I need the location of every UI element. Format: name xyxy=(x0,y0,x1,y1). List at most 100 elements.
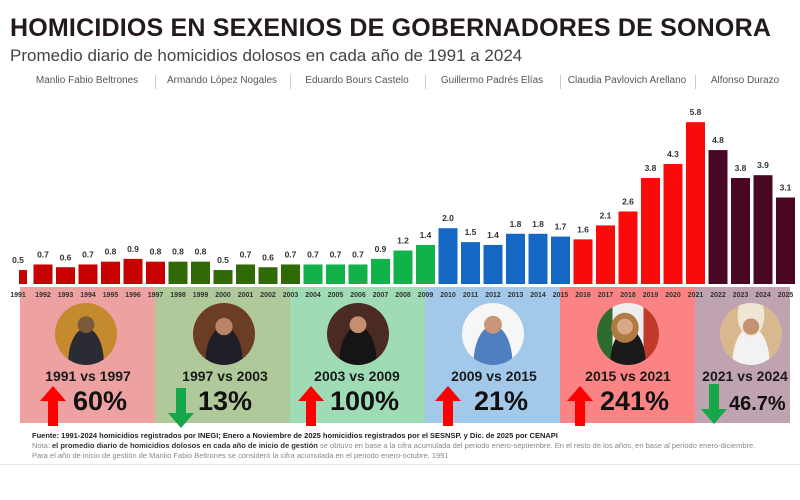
x-tick-label: 2009 xyxy=(418,292,434,299)
x-tick-label: 2025 xyxy=(778,292,794,299)
divider xyxy=(0,464,800,465)
bar-2001 xyxy=(236,264,255,284)
bar-2017 xyxy=(596,225,615,284)
comparison-label: 1997 vs 2003 xyxy=(182,368,268,384)
data-label: 2.1 xyxy=(600,210,612,220)
x-tick-label: 1993 xyxy=(58,292,74,299)
x-tick-label: 1996 xyxy=(125,292,141,299)
x-tick-label: 2000 xyxy=(215,292,231,299)
divider xyxy=(290,75,291,89)
footer-notes: Fuente: 1991-2024 homicidios registrados… xyxy=(32,431,792,461)
bar-2015 xyxy=(551,236,570,284)
governor-photo xyxy=(597,303,659,365)
arrow-up-icon xyxy=(435,386,461,426)
data-label: 0.8 xyxy=(150,247,162,257)
x-tick-label: 1998 xyxy=(170,292,186,299)
data-label: 2.6 xyxy=(622,196,634,206)
data-label: 0.9 xyxy=(375,244,387,254)
data-label: 0.7 xyxy=(240,249,252,259)
bar-chart: 0.5 1991 0.7 1992 0.6 1993 0.7 1994 0.8 1995 0.9 19… xyxy=(10,107,795,299)
arrow-up-icon xyxy=(567,386,593,426)
data-label: 0.6 xyxy=(262,252,274,262)
bar-2009 xyxy=(416,244,435,284)
data-label: 0.5 xyxy=(217,255,229,265)
divider xyxy=(560,75,561,89)
data-label: 4.3 xyxy=(667,149,679,159)
data-label: 1.5 xyxy=(465,227,477,237)
x-tick-label: 2010 xyxy=(440,292,456,299)
data-label: 2.0 xyxy=(442,213,454,223)
data-label: 1.7 xyxy=(555,222,567,232)
arrow-down-icon xyxy=(701,384,727,424)
arrow-up-icon xyxy=(40,386,66,426)
bar-2016 xyxy=(573,239,593,284)
governor-photo xyxy=(193,303,255,365)
note-rest: se obtuvo en base a la cifra acumulada d… xyxy=(317,441,756,450)
governor-name: Alfonso Durazo xyxy=(710,75,780,86)
governor-names-row: Manlio Fabio Beltrones Armando López Nog… xyxy=(0,75,800,91)
governor-name: Claudia Pavlovich Arellano xyxy=(567,75,687,86)
bar-2010 xyxy=(438,228,458,284)
divider xyxy=(155,75,156,89)
bar-2020 xyxy=(663,164,683,284)
data-label: 1.8 xyxy=(532,219,544,229)
arrow-down-icon xyxy=(168,388,194,428)
x-tick-label: 2002 xyxy=(260,292,276,299)
bar-2004 xyxy=(303,264,323,284)
data-label: 3.8 xyxy=(645,163,657,173)
bar-2008 xyxy=(393,250,413,284)
data-label: 0.7 xyxy=(330,249,342,259)
percent-change: 241% xyxy=(600,386,670,416)
chart-subtitle: Promedio diario de homicidios dolosos en… xyxy=(10,46,523,65)
x-tick-label: 2003 xyxy=(283,292,299,299)
x-tick-label: 2013 xyxy=(508,292,524,299)
x-tick-label: 2014 xyxy=(530,292,546,299)
bar-2000 xyxy=(213,270,233,284)
x-tick-label: 2016 xyxy=(575,292,591,299)
x-tick-label: 2004 xyxy=(305,292,321,299)
data-label: 3.9 xyxy=(757,160,769,170)
data-label: 0.7 xyxy=(37,249,49,259)
bar-1991 xyxy=(19,270,27,284)
governor-photo xyxy=(55,303,117,365)
x-tick-label: 2015 xyxy=(553,292,569,299)
governor-photo xyxy=(720,303,782,365)
data-label: 0.5 xyxy=(12,255,24,265)
note-bold: el promedio diario de homicidios dolosos… xyxy=(52,441,318,450)
data-label: 0.6 xyxy=(60,252,72,262)
data-label: 0.7 xyxy=(352,249,364,259)
comparison-label: 1991 vs 1997 xyxy=(45,368,131,384)
x-tick-label: 1997 xyxy=(148,292,164,299)
divider xyxy=(695,75,696,89)
governor-name: Guillermo Padrés Elías xyxy=(440,75,544,86)
bar-2003 xyxy=(281,264,300,284)
x-tick-label: 1995 xyxy=(103,292,119,299)
note-text: Nota: el promedio diario de homicidios d… xyxy=(32,441,792,451)
x-tick-label: 1999 xyxy=(193,292,209,299)
x-tick-label: 1994 xyxy=(80,292,96,299)
x-tick-label: 2005 xyxy=(328,292,344,299)
bar-2013 xyxy=(506,233,525,284)
data-label: 3.8 xyxy=(735,163,747,173)
bar-2023 xyxy=(731,177,750,284)
x-tick-label: 2007 xyxy=(373,292,389,299)
x-tick-label: 2024 xyxy=(755,292,771,299)
bar-2012 xyxy=(483,244,503,284)
bar-1998 xyxy=(168,261,188,284)
x-tick-label: 2008 xyxy=(395,292,411,299)
x-tick-label: 2020 xyxy=(665,292,681,299)
bar-1997 xyxy=(146,261,165,284)
bar-2002 xyxy=(258,267,278,284)
data-label: 0.9 xyxy=(127,244,139,254)
percent-change: 60% xyxy=(73,386,128,416)
x-tick-label: 1992 xyxy=(35,292,51,299)
note-text-2: Para el año de inicio de gestión de Manl… xyxy=(32,451,449,460)
comparison-label: 2015 vs 2021 xyxy=(585,368,671,384)
bar-2022 xyxy=(708,150,728,284)
data-label: 5.8 xyxy=(690,107,702,117)
bar-2005 xyxy=(326,264,345,284)
x-tick-label: 2001 xyxy=(238,292,254,299)
comparison-label: 2003 vs 2009 xyxy=(314,368,400,384)
bar-1999 xyxy=(191,261,210,284)
data-label: 0.7 xyxy=(307,249,319,259)
